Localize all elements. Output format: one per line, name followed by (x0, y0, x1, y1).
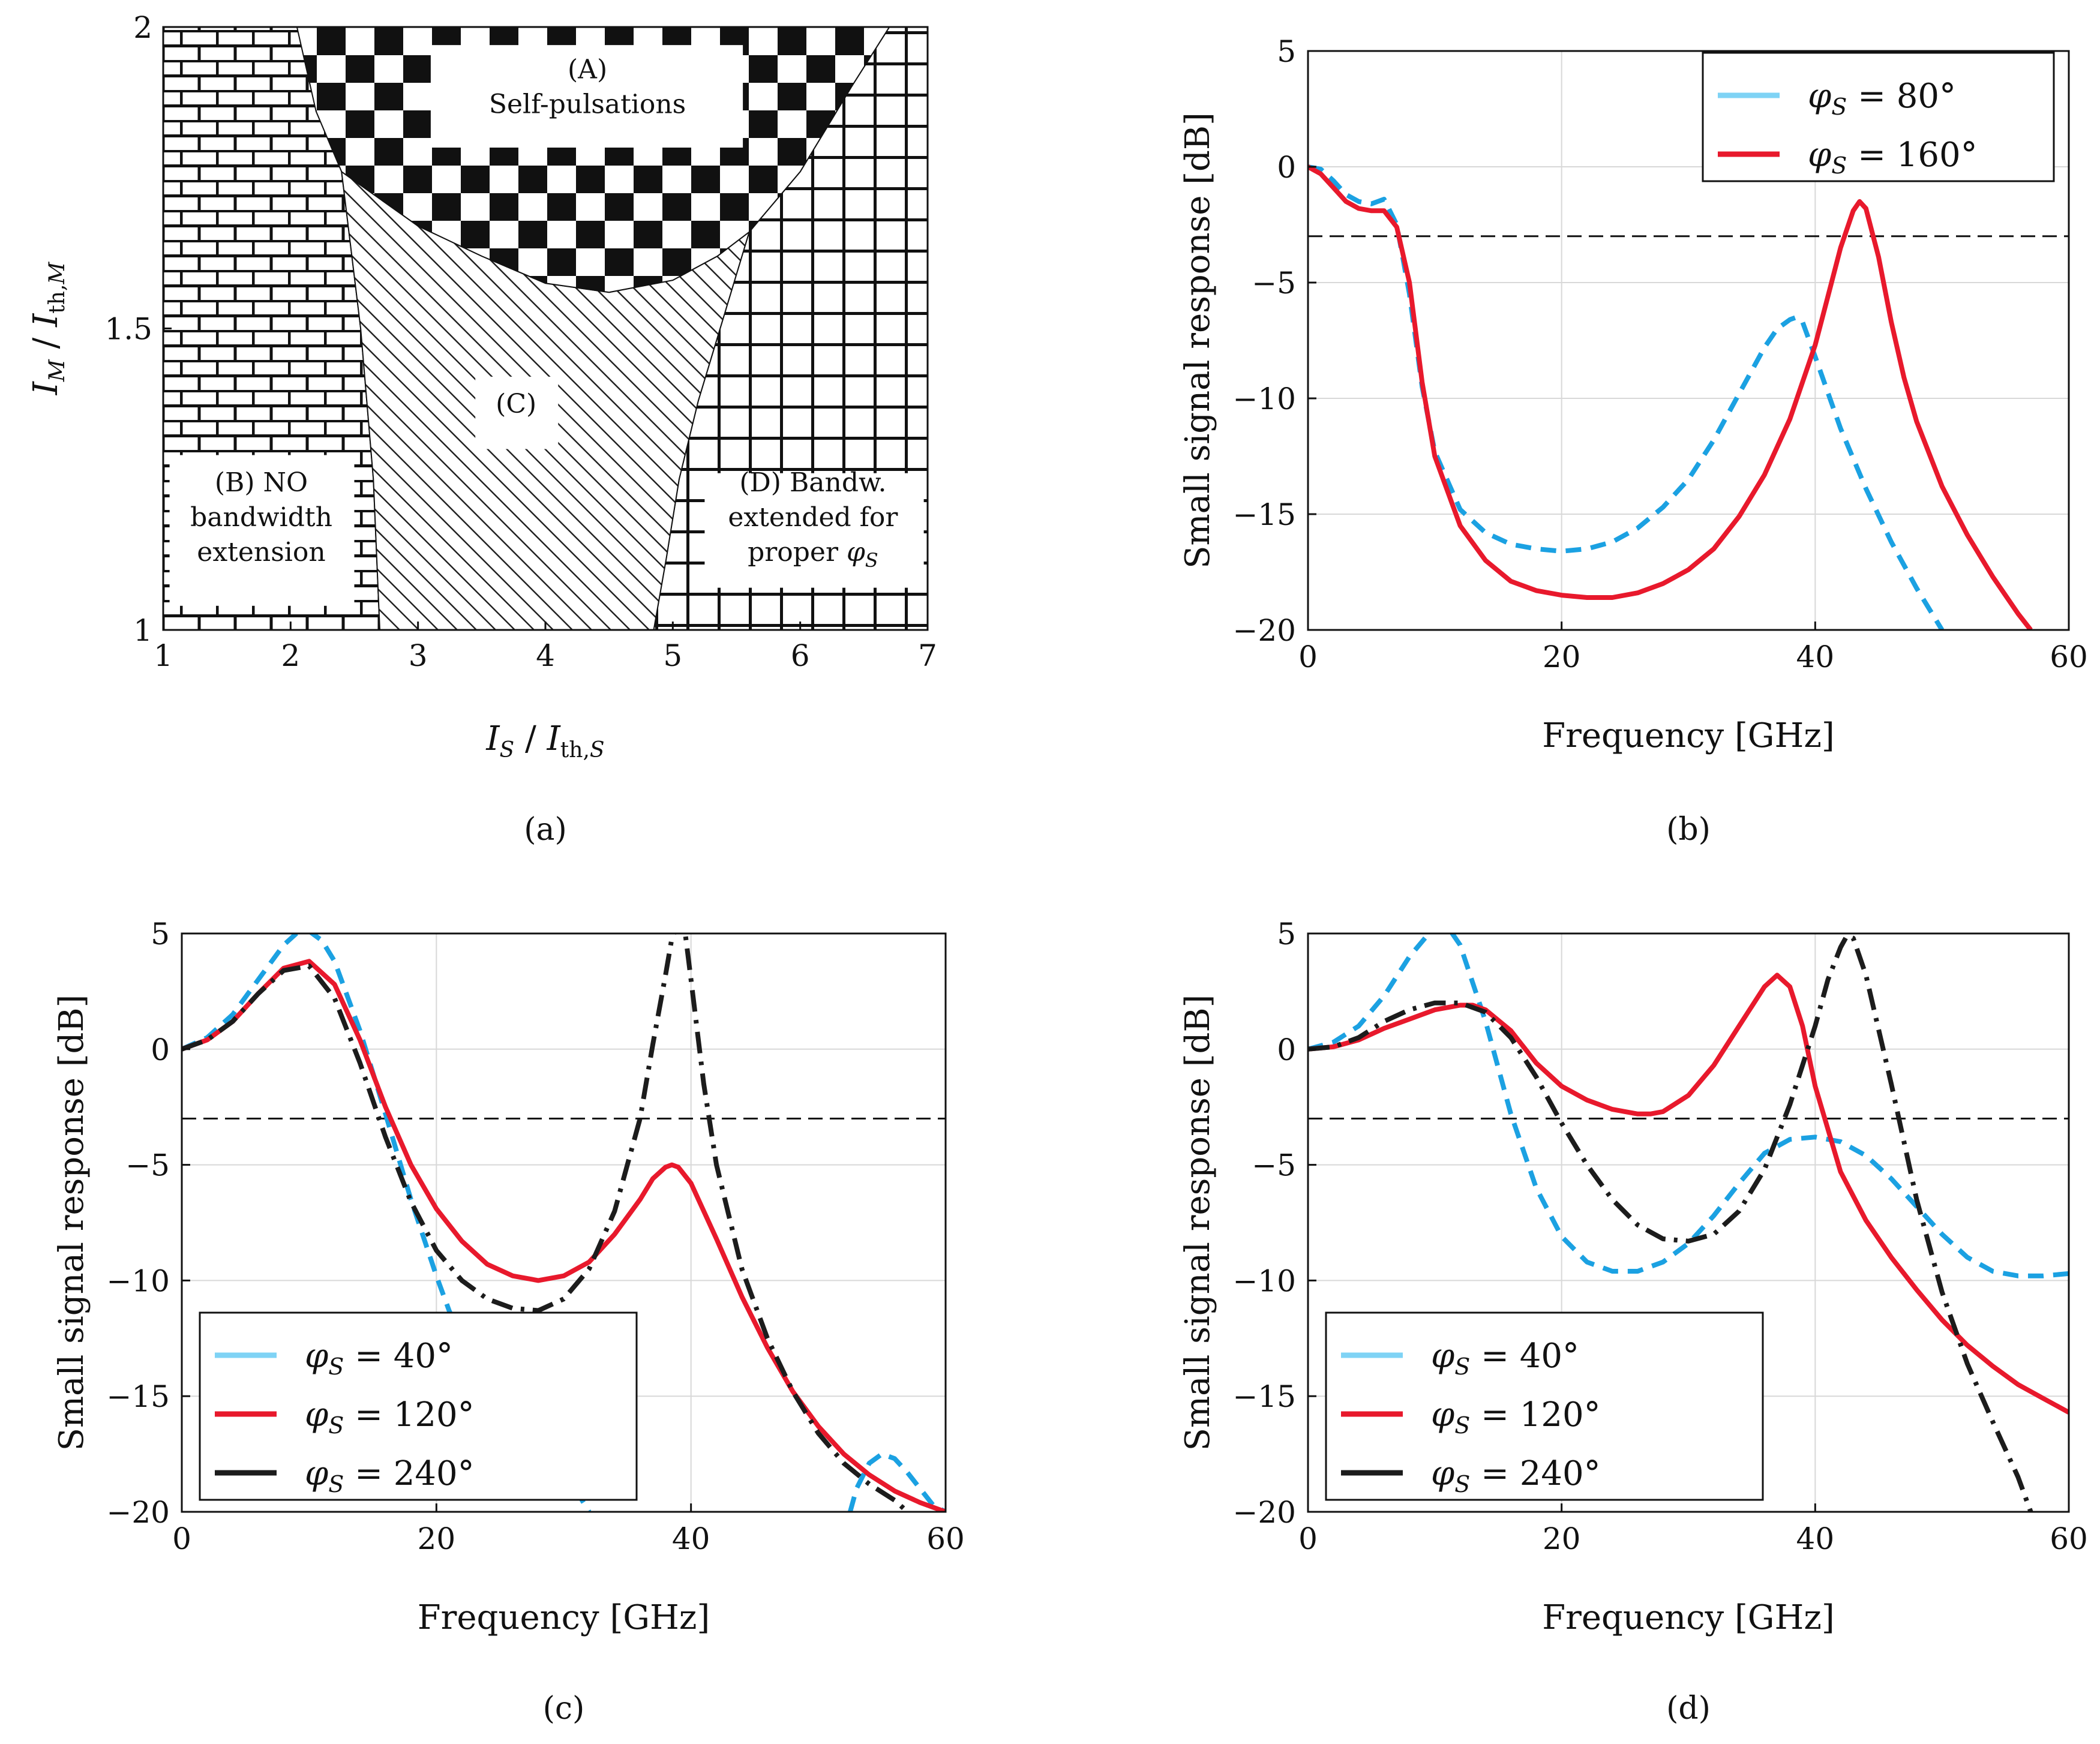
x-tick-label: 1 (154, 638, 173, 673)
x-axis-label: Frequency [GHz] (418, 1598, 710, 1637)
phi-symbol: φ (847, 537, 865, 568)
region-c-label-box (475, 376, 559, 449)
series-layer (1308, 933, 2069, 1512)
y-tick-label: 2 (133, 10, 152, 45)
y-axis-label: Small signal response [dB] (1178, 995, 1217, 1451)
x-tick-label: 40 (1796, 640, 1835, 674)
region-b-label-line: bandwidth (190, 502, 332, 533)
x-tick-label: 2 (281, 638, 300, 673)
y-tick-label: 0 (151, 1032, 170, 1067)
region-d-label-line: extended for (728, 502, 898, 533)
panel-b: 0 20 40 60 5 0 −5 −10 −15 −20 Frequency [GHz] Small… (1178, 34, 2088, 848)
y-tick-label: −5 (125, 1148, 170, 1183)
y-tick-label: −5 (1252, 1148, 1296, 1183)
sublabel-c: (c) (543, 1691, 585, 1727)
legend: φS = 80°φS = 160° (1702, 52, 2055, 182)
y-tick-label: 1 (133, 613, 152, 648)
axes-frame (1307, 932, 2070, 1513)
y-tick-label: −10 (106, 1263, 170, 1298)
sublabel-d: (d) (1666, 1691, 1711, 1727)
series-line-dashed (848, 1451, 946, 1512)
y-axis-label: IM / Ith,M (26, 262, 70, 396)
region-a-label-line: Self-pulsations (489, 89, 686, 119)
panel-a: (A) Self-pulsations (B) NO bandwidth extensi… (26, 10, 937, 848)
x-tick-label: 20 (418, 1521, 456, 1556)
x-tick-label: 60 (2050, 1521, 2088, 1556)
sublabel-b: (b) (1666, 812, 1711, 848)
x-tick-label: 4 (536, 638, 555, 673)
legend-box (1702, 52, 2055, 182)
series-line-solid (1308, 164, 2033, 630)
panel-c: 0 20 40 60 5 0 −5 −10 −15 −20 Frequency [GHz] Small… (52, 917, 965, 1727)
legend-entry-label: φS = 40° (305, 1337, 453, 1380)
series-line-solid (1308, 972, 2069, 1415)
region-b-label-line: (B) NO (215, 467, 308, 498)
y-tick-label: −15 (1232, 497, 1296, 532)
region-d-label-box (704, 473, 924, 588)
region-c-label-line: (C) (496, 389, 536, 419)
region-d-label-line: (D) Bandw. (739, 467, 886, 498)
series-line-dashdot (182, 933, 909, 1512)
region-a-label-line: (A) (568, 54, 607, 85)
x-tick-label: 60 (926, 1521, 965, 1556)
series-line-dashed (182, 933, 592, 1512)
legend: φS = 40°φS = 120°φS = 240° (199, 1311, 638, 1501)
series-layer (182, 933, 946, 1512)
x-tick-label: 5 (663, 638, 682, 673)
x-tick-label: 3 (409, 638, 428, 673)
sublabel-a: (a) (524, 812, 567, 848)
y-tick-label: 0 (1277, 150, 1296, 185)
y-tick-label: −10 (1232, 1263, 1296, 1298)
legend-entry-label: φS = 40° (1431, 1337, 1579, 1380)
x-tick-label: 0 (172, 1521, 191, 1556)
region-b-label-box (169, 455, 355, 606)
axes-frame (1307, 50, 2070, 631)
x-axis-label: Frequency [GHz] (1542, 1598, 1834, 1637)
series-layer (1308, 164, 2033, 630)
y-tick-label: 5 (1277, 917, 1296, 951)
x-axis-label: Frequency [GHz] (1542, 716, 1834, 755)
y-tick-label: −15 (106, 1379, 170, 1414)
legend-entry-label: φS = 80° (1808, 77, 1956, 120)
y-tick-label: −20 (106, 1495, 170, 1530)
x-tick-label: 0 (1298, 640, 1318, 674)
x-tick-label: 60 (2050, 640, 2088, 674)
region-d-label-line: proper φS (748, 537, 878, 572)
x-axis-label: IS / Ith,S (485, 719, 604, 763)
legend: φS = 40°φS = 120°φS = 240° (1325, 1311, 1764, 1501)
legend-box (1325, 1311, 1764, 1501)
x-tick-label: 6 (791, 638, 810, 673)
x-tick-label: 7 (918, 638, 937, 673)
y-tick-label: 5 (151, 917, 170, 951)
y-tick-label: −5 (1252, 266, 1296, 301)
y-tick-label: −15 (1232, 1379, 1296, 1414)
y-axis-label: Small signal response [dB] (52, 995, 91, 1451)
y-tick-label: −20 (1232, 613, 1296, 648)
series-line-dashed (1308, 933, 2069, 1278)
x-tick-label: 40 (672, 1521, 710, 1556)
x-tick-label: 0 (1298, 1521, 1318, 1556)
y-tick-label: −10 (1232, 382, 1296, 416)
y-tick-label: 5 (1277, 34, 1296, 69)
y-tick-label: 0 (1277, 1032, 1296, 1067)
region-b-label-line: extension (197, 537, 325, 568)
x-tick-label: 40 (1796, 1521, 1835, 1556)
y-axis-label: Small signal response [dB] (1178, 112, 1217, 569)
panel-d: 0 20 40 60 5 0 −5 −10 −15 −20 Frequency [GHz] Small… (1178, 917, 2088, 1727)
phi-subscript: S (865, 549, 878, 572)
x-tick-label: 20 (1543, 640, 1581, 674)
axes-frame (181, 932, 947, 1513)
legend-box (199, 1311, 638, 1501)
y-tick-label: −20 (1232, 1495, 1296, 1530)
y-tick-label: 1.5 (104, 312, 152, 347)
series-line-dashed (1308, 164, 1945, 630)
region-a-label-box (430, 45, 743, 148)
series-line-dashdot (1308, 933, 2033, 1512)
x-tick-label: 20 (1543, 1521, 1581, 1556)
